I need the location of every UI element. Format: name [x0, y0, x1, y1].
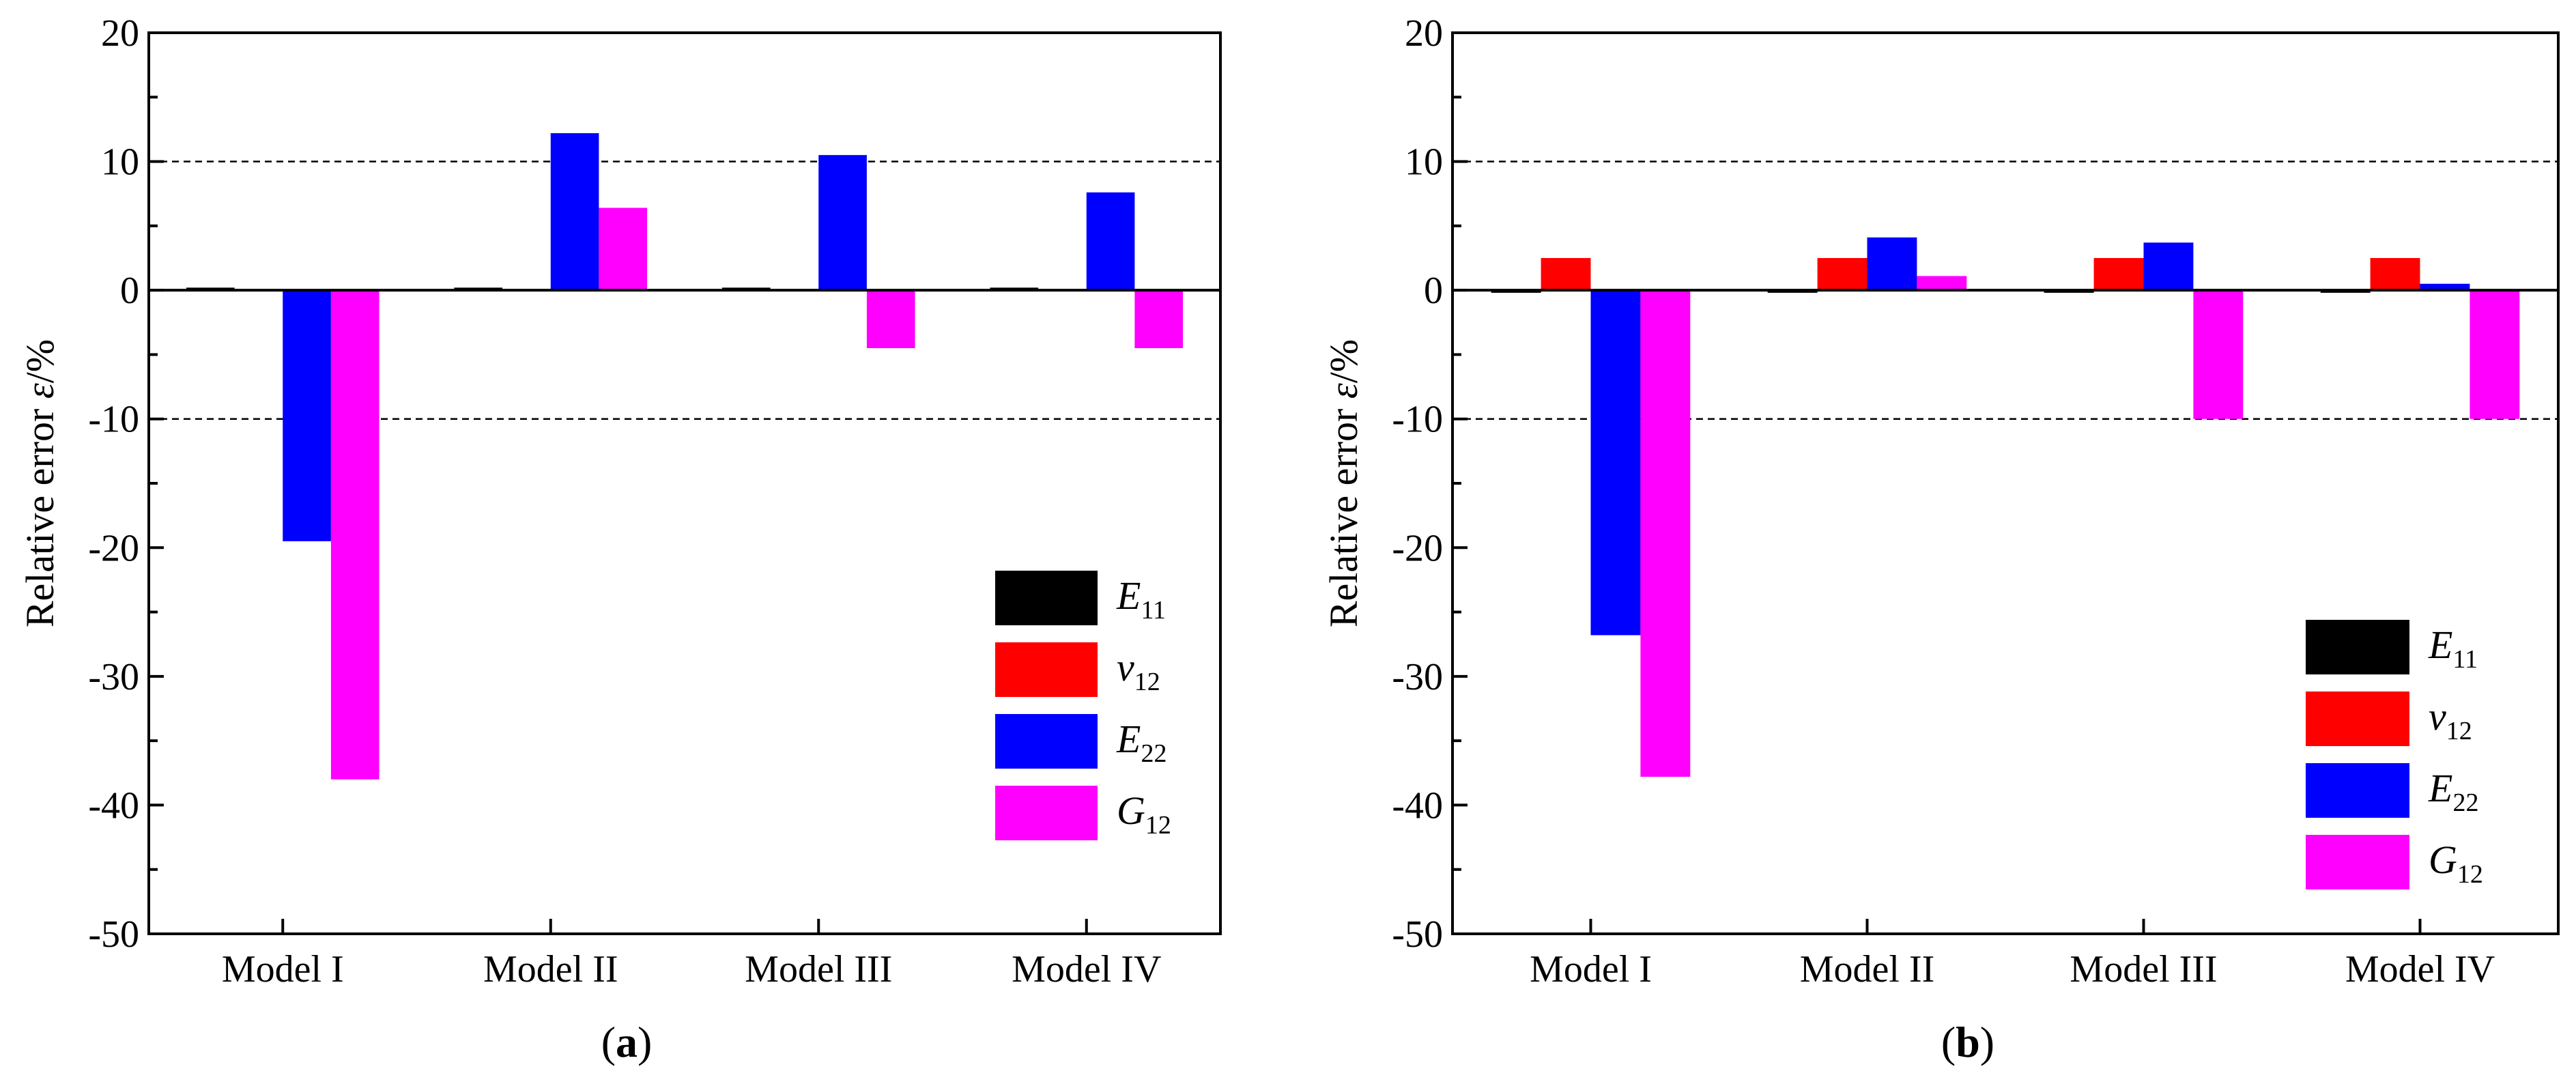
y-tick-label: 10	[1405, 141, 1443, 184]
bar-g12-1	[1640, 290, 1691, 777]
bar-e22-4	[1086, 192, 1135, 291]
y-tick-label: -40	[1392, 784, 1443, 827]
chart-panel-a: 20 10 0 -10 -20 -30 -40 -50 Model I Model II Model…	[18, 12, 1222, 1066]
bar-e22-4	[2420, 283, 2470, 291]
y-tick-label: -20	[1392, 527, 1443, 569]
x-tick-label: Model II	[1800, 948, 1935, 990]
y-tick-label: -20	[88, 527, 139, 569]
bar-g12-3	[866, 290, 915, 348]
y-tick-label: 10	[101, 141, 139, 184]
legend-label-e22: E22	[2428, 766, 2478, 817]
y-tick-label: 20	[101, 12, 139, 55]
x-tick-label: Model II	[483, 948, 618, 990]
legend-label-e22: E22	[1116, 717, 1167, 768]
legend-swatch-e22	[995, 714, 1098, 769]
x-tick-label: Model I	[222, 948, 344, 990]
legend-swatch-e22	[2306, 763, 2409, 818]
y-tick-label: -30	[1392, 656, 1443, 698]
x-tick-label: Model I	[1530, 948, 1652, 990]
y-tick-label: -10	[88, 399, 139, 441]
legend-label-v12: v12	[1117, 645, 1160, 696]
bar-e22-3	[818, 155, 867, 291]
chart-panel-b: 20 10 0 -10 -20 -30 -40 -50 Model I Model II Model…	[1321, 12, 2560, 1066]
bar-v12-4	[2370, 258, 2420, 291]
legend-label-v12: v12	[2429, 694, 2472, 745]
panel-label: (b)	[1941, 1018, 1994, 1066]
x-tick-label: Model III	[745, 948, 892, 990]
legend-swatch-g12	[2306, 835, 2409, 889]
legend-label-e11: E11	[1116, 573, 1166, 625]
legend: E11 v12 E22 G12	[2306, 620, 2483, 889]
bar-e22-1	[283, 290, 331, 541]
y-tick-label: 0	[120, 270, 139, 312]
legend: E11 v12 E22 G12	[995, 571, 1171, 840]
bar-g12-2	[599, 208, 648, 291]
y-tick-label: -30	[88, 656, 139, 698]
x-tick-label: Model III	[2070, 948, 2217, 990]
bar-e22-2	[1867, 237, 1917, 291]
legend-swatch-g12	[995, 786, 1098, 840]
y-tick-label: -10	[1392, 399, 1443, 441]
legend-swatch-e11	[2306, 620, 2409, 674]
bar-e22-2	[550, 133, 599, 291]
y-tick-label: -50	[88, 913, 139, 956]
bar-g12-2	[1917, 276, 1967, 291]
bar-g12-1	[330, 290, 380, 780]
legend-swatch-v12	[995, 642, 1098, 697]
legend-swatch-e11	[995, 571, 1098, 625]
x-tick-label: Model IV	[1012, 948, 1161, 990]
bar-e22-3	[2143, 242, 2194, 291]
bar-e22-1	[1590, 290, 1641, 636]
bar-g12-4	[2470, 290, 2520, 419]
y-tick-label: 0	[1424, 270, 1443, 312]
y-tick-label: -40	[88, 784, 139, 827]
bar-v12-1	[1541, 258, 1591, 291]
legend-label-e11: E11	[2428, 623, 2478, 674]
bar-g12-4	[1134, 290, 1184, 348]
bar-g12-3	[2193, 290, 2244, 419]
legend-swatch-v12	[2306, 691, 2409, 746]
y-tick-label: -50	[1392, 913, 1443, 956]
y-tick-label: 20	[1405, 12, 1443, 55]
y-axis-label: Relative error ε/%	[1321, 339, 1366, 627]
x-tick-label: Model IV	[2345, 948, 2495, 990]
bar-v12-2	[1817, 258, 1867, 291]
bar-v12-3	[2093, 258, 2144, 291]
legend-label-g12: G12	[1117, 788, 1171, 840]
y-axis-label: Relative error ε/%	[18, 339, 62, 627]
legend-label-g12: G12	[2429, 838, 2483, 889]
panel-label: (a)	[601, 1018, 653, 1066]
